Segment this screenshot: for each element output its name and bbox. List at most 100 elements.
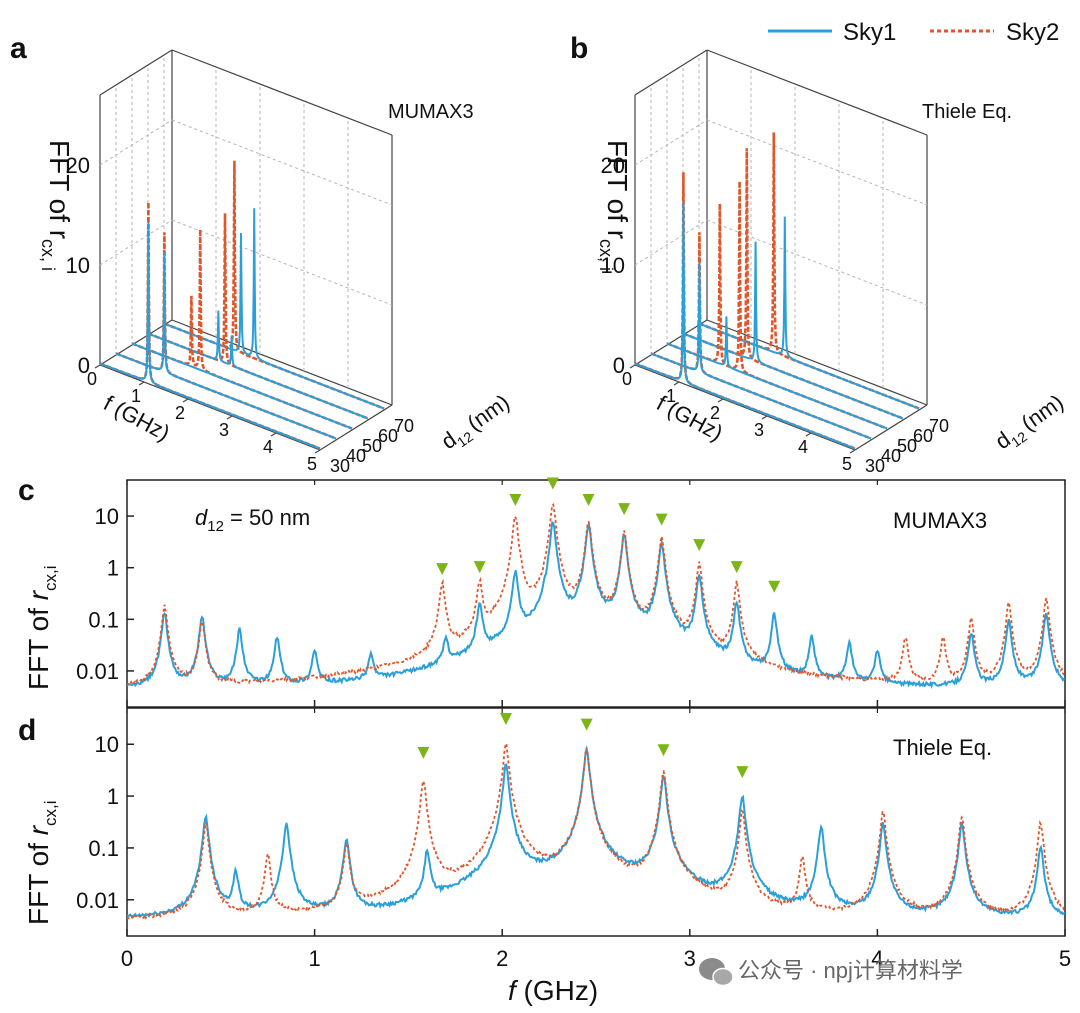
peak-marker	[730, 561, 743, 574]
spectra-clip	[127, 502, 1065, 690]
peak-marker	[473, 561, 486, 574]
y-tick-label: 50	[897, 436, 917, 456]
y-tick-label: 40	[881, 446, 901, 466]
z-tick-label: 20	[601, 153, 625, 178]
series-sky1-slice	[147, 310, 369, 420]
bottom-xlabel: f (GHz)	[508, 975, 598, 1006]
x-tick-label: 3	[219, 420, 229, 440]
x-tick-mark	[94, 364, 101, 369]
y-tick-label: 30	[330, 456, 350, 476]
series-sky1-slice	[99, 222, 321, 450]
axis-base-edge	[99, 319, 173, 366]
x-tick-label: 3	[684, 946, 696, 971]
x-tick-label: 0	[121, 946, 133, 971]
series-sky2-slice	[163, 160, 385, 410]
peak-marker	[736, 766, 749, 779]
x-tick-mark	[270, 432, 277, 437]
peak-marker	[618, 503, 631, 516]
panel-b-ylabel-text: d12(nm)	[991, 389, 1071, 457]
panel-a-ylabel: d12(nm)	[437, 389, 517, 457]
peak-marker	[580, 718, 593, 731]
panel-b-xlabel: f (GHz)	[653, 390, 727, 445]
axis-top-edge	[706, 49, 928, 136]
x-tick-mark	[717, 398, 724, 403]
panel-b-ylabel: d12(nm)	[991, 389, 1071, 457]
y-tick-label: 10	[95, 732, 119, 757]
z-tick-label: 0	[78, 353, 90, 378]
peak-marker	[509, 493, 522, 506]
plot-frame	[126, 707, 1066, 937]
axis-base-edge	[99, 364, 321, 451]
axis-base-edge	[171, 319, 393, 406]
panel-b-letter: b	[570, 32, 588, 65]
panel-a-zlabel-text: FFT of rcx, i	[38, 140, 75, 271]
panel-a-ylabel-text: d12(nm)	[437, 389, 517, 457]
panel-a-letter: a	[10, 32, 27, 65]
panel-a-method: MUMAX3	[388, 101, 474, 123]
axis-base-edge	[319, 404, 393, 451]
y-tick-label: 70	[394, 416, 414, 436]
plot-frame	[126, 479, 1066, 708]
peak-marker	[499, 713, 512, 726]
panel-c-ylabel-text: FFT of rcx,i	[23, 565, 60, 690]
series-sky1-slice	[666, 316, 888, 430]
panel-b-zlabel-text: FFT of rcx, i	[596, 140, 633, 271]
y-tick-label: 0.01	[76, 659, 119, 684]
x-tick-label: 5	[842, 454, 852, 474]
y-tick-label: 0.01	[76, 888, 119, 913]
x-tick-mark	[673, 381, 680, 386]
axis-top-edge	[634, 49, 708, 96]
panel-d-chart: 0.01 0.1 1 10 0 1 2 3 4 5	[76, 707, 1071, 971]
peak-marker	[436, 563, 449, 576]
x-tick-label: 2	[496, 946, 508, 971]
x-tick-label: 4	[798, 437, 808, 457]
series-sky1-slice	[115, 252, 337, 440]
y-tick-label: 70	[929, 416, 949, 436]
y-tick-label: 0.1	[88, 836, 119, 861]
panel-d-ylabel: FFT of rcx,i	[23, 800, 60, 925]
x-tick-label: 2	[710, 403, 720, 423]
y-tick-label: 50	[362, 436, 382, 456]
x-tick-label: 5	[1059, 946, 1071, 971]
series-sky1-slice	[698, 216, 920, 410]
grid-line	[171, 119, 393, 206]
y-tick-label: 10	[95, 504, 119, 529]
y-tick-label: 1	[107, 556, 119, 581]
series-sky1-slice	[682, 241, 904, 420]
x-tick-label: 5	[307, 454, 317, 474]
watermark: 公众号 · npj计算材料学	[699, 958, 963, 987]
z-tick-label: 0	[613, 353, 625, 378]
x-tick-mark	[138, 381, 145, 386]
panel-b-xlabel-text: f (GHz)	[653, 390, 727, 445]
x-tick-label: 3	[754, 420, 764, 440]
y-tick-label: 0.1	[88, 607, 119, 632]
panel-d-method: Thiele Eq.	[893, 735, 992, 760]
grid-line	[99, 119, 173, 166]
axis-base-edge	[706, 319, 928, 406]
series-sky1-slice	[634, 202, 856, 450]
grid-line	[634, 119, 708, 166]
panel-d-letter: d	[18, 714, 36, 747]
x-tick-mark	[226, 415, 233, 420]
x-tick-label: 1	[131, 386, 141, 406]
x-tick-label: 2	[175, 403, 185, 423]
legend-sky1-label: Sky1	[843, 19, 896, 46]
peak-marker	[417, 746, 430, 759]
series-sky2-slice	[147, 213, 369, 420]
peak-marker	[657, 744, 670, 757]
z-tick-label: 20	[66, 153, 90, 178]
panel-c-letter: c	[18, 474, 35, 507]
panel-c-method: MUMAX3	[893, 508, 987, 533]
panel-b-zlabel: FFT of rcx, i	[596, 140, 633, 271]
x-tick-label: 0	[622, 369, 632, 389]
legend-sky2-label: Sky2	[1006, 19, 1059, 46]
axis-base-edge	[854, 404, 928, 451]
y-tick-label: 60	[913, 426, 933, 446]
series-sky2-line	[127, 740, 1065, 920]
x-tick-label: 0	[87, 369, 97, 389]
y-tick-label: 1	[107, 784, 119, 809]
x-tick-mark	[761, 415, 768, 420]
